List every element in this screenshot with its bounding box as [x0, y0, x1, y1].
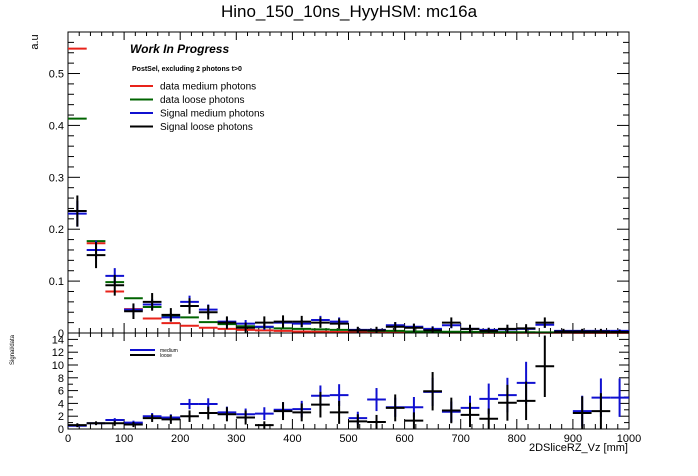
ratio-series-loose	[68, 335, 611, 429]
x-tick-label: 900	[564, 433, 582, 445]
y-tick-label: 0.1	[49, 276, 64, 288]
series-Signal-loose-photons	[68, 195, 629, 333]
ratio-y-tick-label: 2	[58, 411, 64, 423]
x-tick-label: 500	[339, 433, 357, 445]
ratio-y-tick-label: 12	[52, 347, 64, 359]
y-tick-label: 0	[58, 328, 64, 340]
upper-x-axis-ticks	[67, 32, 630, 333]
x-axis-label: 2DSliceRZ_Vz [mm]	[529, 442, 628, 454]
y-tick-label: 0.4	[49, 120, 64, 132]
work-in-progress-label: Work In Progress	[130, 42, 229, 56]
x-tick-label: 1000	[617, 433, 641, 445]
x-tick-label: 800	[508, 433, 526, 445]
x-tick-label: 100	[115, 433, 133, 445]
legend-label: Signal loose photons	[160, 122, 253, 133]
legend-label: data loose photons	[160, 95, 245, 106]
upper-y-axis-ticks: 0 0.1 0.2 0.3 0.4 0.5	[49, 31, 629, 340]
upper-y-axis-label: a.u	[29, 34, 41, 49]
x-tick-label: 400	[283, 433, 301, 445]
ratio-y-tick-label: 8	[58, 373, 64, 385]
ratio-legend-label: medium	[160, 348, 178, 354]
chart-title: Hino_150_10ns_HyyHSM: mc16a	[221, 2, 478, 21]
ratio-x-axis-ticks: 0 100 200 300 400 500 600 700 800 900 1000	[65, 333, 641, 445]
ratio-y-tick-label: 14	[52, 334, 64, 346]
y-tick-label: 0.2	[49, 224, 64, 236]
ratio-y-tick-label: 4	[58, 398, 64, 410]
ratio-y-tick-label: 0	[58, 424, 64, 436]
ratio-y-axis-label: Signal/data	[10, 334, 16, 365]
ratio-legend-label: loose	[160, 353, 172, 359]
ratio-y-tick-label: 10	[52, 360, 64, 372]
x-tick-label: 300	[227, 433, 245, 445]
x-tick-label: 700	[452, 433, 470, 445]
legend-label: Signal medium photons	[160, 109, 265, 120]
legend-label: data medium photons	[160, 82, 256, 93]
x-tick-label: 0	[65, 433, 71, 445]
x-tick-label: 600	[395, 433, 413, 445]
y-tick-label: 0.5	[49, 69, 64, 81]
x-tick-label: 200	[171, 433, 189, 445]
ratio-series-group	[68, 335, 629, 429]
upper-legend: data medium photons data loose photons Sig…	[130, 82, 265, 133]
selection-label: PostSel, excluding 2 photons t>0	[132, 66, 242, 73]
ratio-y-tick-label: 6	[58, 386, 64, 398]
y-tick-label: 0.3	[49, 172, 64, 184]
